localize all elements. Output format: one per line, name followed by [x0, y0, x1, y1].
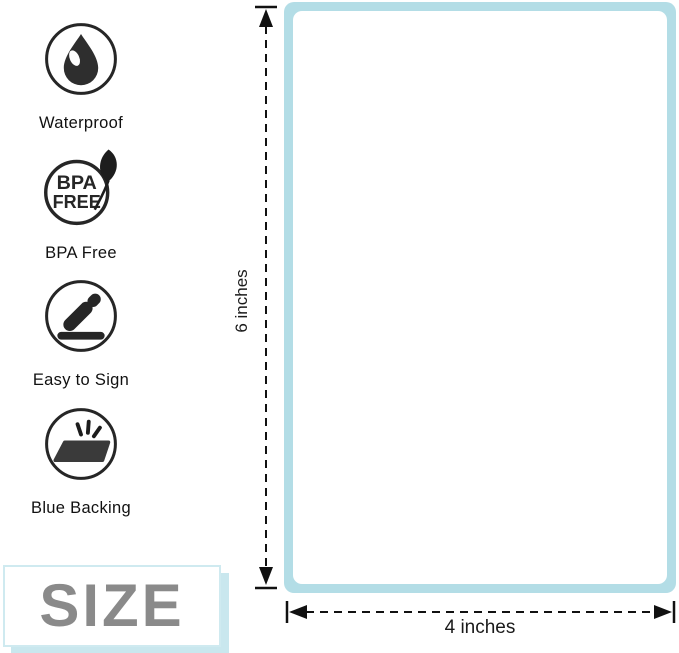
feature-label: Waterproof	[38, 114, 123, 132]
feature-waterproof: Waterproof	[6, 16, 156, 133]
feature-label: BPA Free	[45, 244, 117, 262]
width-dimension-line	[285, 601, 676, 623]
feature-label: Blue Backing	[31, 499, 131, 517]
size-badge-label: SIZE	[39, 572, 185, 639]
bpa-free-icon: BPA FREE	[38, 146, 124, 232]
width-dimension-label: 4 inches	[444, 617, 516, 638]
height-dimension-line	[255, 5, 277, 590]
backing-sheet-icon	[38, 401, 124, 487]
bpa-icon-text-line1: BPA	[57, 172, 97, 194]
feature-bpa-free: BPA FREE BPA Free	[6, 146, 156, 263]
height-dimension-label: 6 inches	[232, 269, 251, 333]
label-preview	[284, 2, 676, 593]
pencil-sign-icon	[38, 273, 124, 359]
label-preview-surface	[293, 11, 667, 584]
size-badge: SIZE	[3, 565, 221, 647]
feature-blue-backing: Blue Backing	[6, 401, 156, 518]
feature-easy-to-sign: Easy to Sign	[6, 273, 156, 390]
bpa-icon-text-line2: FREE	[53, 192, 101, 212]
leaf-icon	[99, 149, 117, 183]
water-drop-icon	[38, 16, 124, 102]
feature-label: Easy to Sign	[32, 371, 130, 389]
